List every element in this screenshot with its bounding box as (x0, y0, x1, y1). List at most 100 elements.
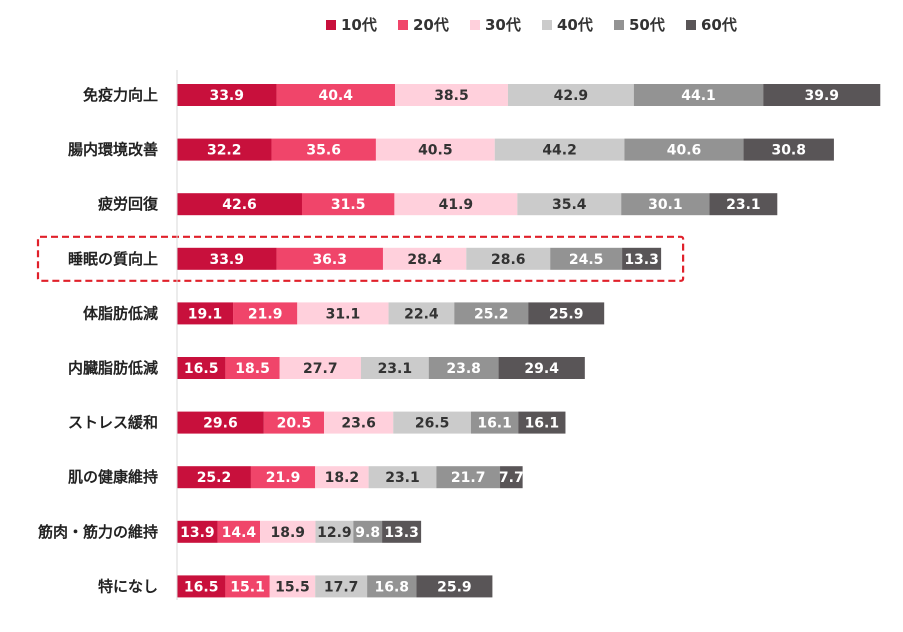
category-labels: 免疫力向上腸内環境改善疲労回復睡眠の質向上体脂肪低減内臓脂肪低減ストレス緩和肌の… (37, 86, 159, 595)
bar-segment (382, 247, 467, 270)
category-label: 筋肉・筋力の維持 (37, 523, 158, 541)
bar-segment (394, 193, 518, 216)
legend-swatch-4 (542, 20, 552, 30)
category-label: 疲労回復 (98, 195, 159, 213)
bar-segment (177, 520, 218, 543)
bar-segment (177, 193, 302, 216)
data-label: 21.9 (248, 306, 283, 322)
bar-segment (225, 575, 270, 598)
data-label: 35.6 (306, 143, 341, 159)
data-label: 16.1 (477, 416, 512, 432)
bar-segment (388, 302, 455, 325)
data-label: 33.9 (209, 88, 244, 104)
data-label: 16.5 (184, 579, 219, 595)
category-label: 体脂肪低減 (83, 304, 158, 322)
data-label: 12.9 (317, 525, 352, 541)
legend-label-2: 20代 (413, 16, 449, 34)
bar-segment (367, 575, 417, 598)
data-label: 21.7 (451, 470, 486, 486)
data-label: 23.1 (726, 197, 761, 213)
bar-segment (315, 575, 368, 598)
bar-segment (518, 411, 566, 434)
bar-segment (269, 575, 316, 598)
bar-segment (498, 357, 585, 379)
bar-segment (297, 302, 389, 325)
data-label: 16.1 (525, 416, 560, 432)
data-label: 31.1 (326, 306, 361, 322)
data-label: 29.6 (203, 416, 238, 432)
data-label: 17.7 (324, 579, 359, 595)
data-label: 18.5 (235, 361, 270, 377)
bar-segment (276, 84, 395, 106)
bar-segment (528, 302, 605, 325)
bar-segment (517, 193, 622, 216)
data-label: 21.9 (266, 470, 301, 486)
bar-segment (360, 357, 429, 379)
data-label: 40.6 (667, 143, 702, 159)
bar-segment (436, 466, 501, 489)
category-label: 肌の健康維持 (68, 468, 158, 486)
bar-segment (466, 247, 551, 270)
data-label: 30.1 (648, 197, 683, 213)
bar-segment (233, 302, 298, 325)
bar-segment (470, 411, 519, 434)
data-label: 13.3 (624, 252, 659, 268)
bar-segment (271, 138, 376, 161)
data-label: 23.8 (446, 361, 481, 377)
bar-segment (494, 138, 625, 161)
bar-segment (621, 193, 710, 216)
data-label: 25.2 (197, 470, 232, 486)
data-label: 25.2 (474, 306, 509, 322)
bar-segment (315, 520, 354, 543)
category-label: 腸内環境改善 (68, 141, 158, 159)
data-label: 29.4 (524, 361, 559, 377)
bar-segment (624, 138, 744, 161)
data-label: 14.4 (222, 525, 257, 541)
bar-segment (177, 575, 226, 598)
data-label: 23.6 (341, 416, 376, 432)
bar-segment (393, 411, 471, 434)
legend-label-4: 40代 (557, 16, 593, 34)
bar-segment (416, 575, 493, 598)
data-label: 24.5 (569, 252, 604, 268)
legend-label-1: 10代 (341, 16, 377, 34)
legend-swatch-5 (614, 20, 624, 30)
bar-segment (353, 520, 383, 543)
bar-segment (260, 520, 316, 543)
data-label: 18.2 (325, 470, 360, 486)
data-label: 15.5 (275, 579, 310, 595)
category-label: 内臓脂肪低減 (68, 359, 158, 377)
category-label: 免疫力向上 (83, 86, 158, 104)
bar-segment (263, 411, 324, 434)
data-label: 16.8 (374, 579, 409, 595)
data-label: 15.1 (230, 579, 265, 595)
data-label: 22.4 (404, 306, 439, 322)
data-label: 7.7 (499, 470, 524, 486)
bar-segment (301, 193, 395, 216)
data-label: 23.1 (378, 361, 413, 377)
bar-segment (633, 84, 764, 106)
bar-segment (225, 357, 280, 379)
bar-segment (500, 466, 523, 489)
data-label: 26.5 (415, 416, 450, 432)
data-label: 33.9 (209, 252, 244, 268)
bar-segment (763, 84, 881, 106)
data-label: 27.7 (303, 361, 338, 377)
data-label: 41.9 (439, 197, 474, 213)
bar-segment (315, 466, 369, 489)
data-label: 9.8 (355, 525, 380, 541)
data-label: 30.8 (771, 143, 806, 159)
data-label: 19.1 (188, 306, 223, 322)
data-label: 35.4 (552, 197, 587, 213)
bar-segment (709, 193, 778, 216)
data-label: 25.9 (549, 306, 584, 322)
legend-swatch-1 (326, 20, 336, 30)
data-label: 28.4 (407, 252, 442, 268)
data-label: 18.9 (270, 525, 305, 541)
bar-segment (375, 138, 495, 161)
data-label: 23.1 (385, 470, 420, 486)
bar-segment (428, 357, 499, 379)
legend: 10代 20代 30代 40代 50代 60代 (326, 16, 737, 34)
legend-label-5: 50代 (629, 16, 665, 34)
data-label: 16.5 (184, 361, 219, 377)
